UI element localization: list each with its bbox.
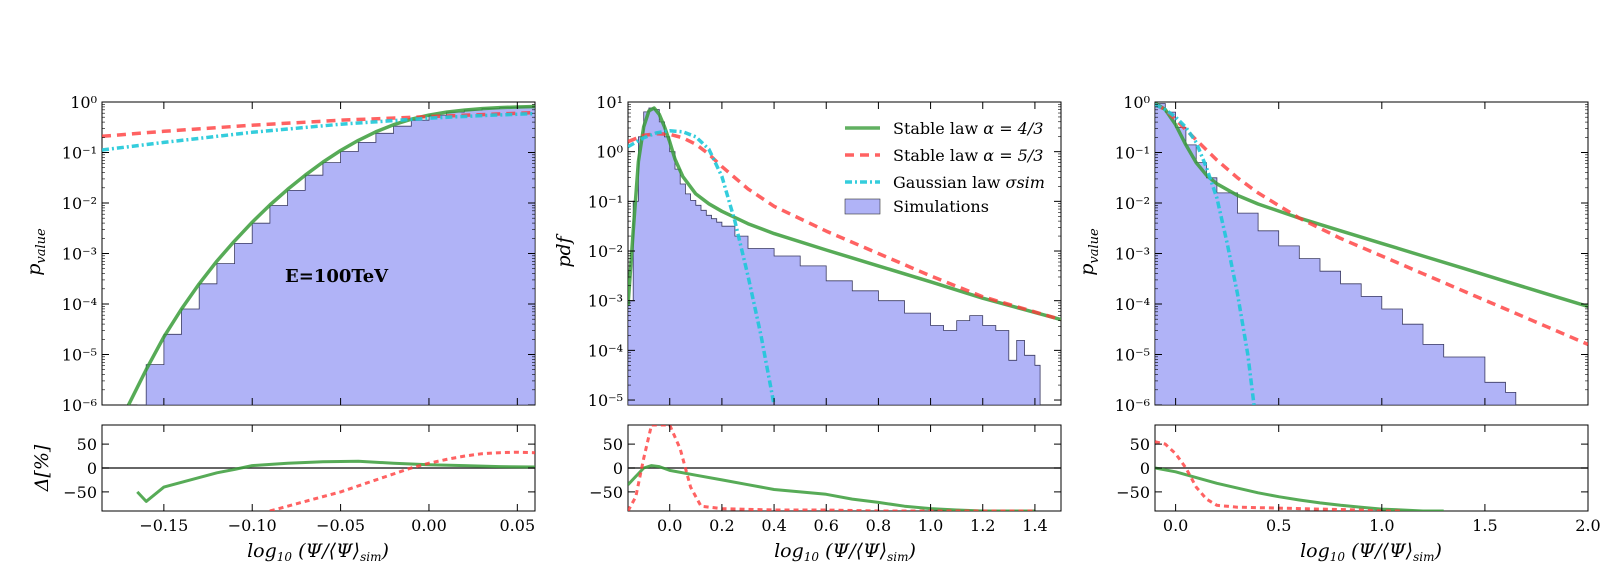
residual-y-tick-label: −50 bbox=[63, 483, 97, 502]
simulations-histogram bbox=[1155, 103, 1517, 405]
residual-y-tick-label: −50 bbox=[1116, 483, 1150, 502]
y-tick-label: 10¹ bbox=[596, 93, 623, 112]
legend-label-stable-5-3: Stable law α = 5/3 bbox=[893, 146, 1043, 165]
x-axis-label: log10 (Ψ/⟨Ψ⟩sim) bbox=[774, 540, 916, 564]
y-tick-label: 10⁻⁶ bbox=[1115, 396, 1150, 415]
simulations-histogram bbox=[137, 106, 535, 405]
y-axis-label: pdf bbox=[553, 233, 575, 267]
residual-stable-law-5-3 bbox=[1155, 440, 1403, 511]
x-tick-label: 0.05 bbox=[500, 516, 536, 535]
legend-swatch-simulations bbox=[844, 198, 881, 215]
residual-stable-law-5-3 bbox=[269, 450, 535, 511]
y-tick-label: 10⁻⁵ bbox=[1115, 346, 1150, 365]
y-tick-label: 10⁻⁶ bbox=[62, 396, 97, 415]
series-gaussian-law-sim bbox=[628, 129, 776, 405]
residual-plot-area bbox=[628, 425, 1061, 511]
x-tick-label: 0.0 bbox=[657, 516, 682, 535]
x-tick-label: 1.0 bbox=[918, 516, 943, 535]
x-tick-label: 1.2 bbox=[970, 516, 995, 535]
y-tick-label: 10⁻⁴ bbox=[588, 341, 623, 360]
y-tick-label: 10⁻³ bbox=[1115, 245, 1150, 264]
panel-annotation: E=100TeV bbox=[285, 266, 389, 287]
series-stable-law-4-3 bbox=[1155, 102, 1588, 309]
main-plot-area bbox=[1155, 102, 1588, 405]
x-tick-label: 1.5 bbox=[1472, 516, 1497, 535]
residual-y-tick-label: 50 bbox=[1130, 435, 1150, 454]
y-tick-label: 10⁻³ bbox=[588, 292, 623, 311]
series-gaussian-law-sim bbox=[1155, 102, 1256, 405]
series-stable-law-4-3 bbox=[126, 104, 535, 405]
y-tick-label: 10⁻¹ bbox=[62, 144, 97, 163]
x-tick-label: 0.8 bbox=[866, 516, 891, 535]
x-tick-label: 0.4 bbox=[761, 516, 786, 535]
x-tick-label: 1.4 bbox=[1022, 516, 1047, 535]
legend-label-stable-4-3: Stable law α = 4/3 bbox=[893, 119, 1043, 138]
residual-y-axis-label: Δ[%] bbox=[31, 444, 53, 492]
residual-plot-area bbox=[102, 450, 535, 511]
panel-middle: 10¹ 10⁰ 10⁻¹ 10⁻² 10⁻³ 10⁻⁴ 10⁻⁵ 0.0 0.2 0.4 0.6 0… bbox=[553, 93, 1062, 564]
x-tick-label: −0.05 bbox=[316, 516, 365, 535]
main-plot-area bbox=[102, 104, 535, 405]
residual-y-tick-label: 50 bbox=[77, 435, 97, 454]
legend-label-gaussian: Gaussian law σsim bbox=[893, 173, 1045, 192]
y-tick-label: 10⁰ bbox=[1123, 93, 1150, 112]
residual-stable-law-4-3 bbox=[628, 464, 1035, 511]
x-tick-label: 2.0 bbox=[1575, 516, 1600, 535]
series-stable-law-5-3 bbox=[628, 132, 1061, 322]
y-tick-label: 10⁻⁵ bbox=[588, 391, 623, 410]
x-tick-label: 1.0 bbox=[1369, 516, 1394, 535]
x-axis-label: log10 (Ψ/⟨Ψ⟩sim) bbox=[247, 540, 389, 564]
x-tick-label: 0.5 bbox=[1266, 516, 1291, 535]
x-tick-label: 0.6 bbox=[814, 516, 839, 535]
y-axis-label: pvalue bbox=[23, 228, 49, 276]
x-tick-label: 0.0 bbox=[1163, 516, 1188, 535]
series-gaussian-law-sim bbox=[102, 111, 535, 152]
y-tick-label: 10⁻³ bbox=[62, 245, 97, 264]
panel-left: 10⁰ 10⁻¹ 10⁻² 10⁻³ 10⁻⁴ 10⁻⁵ 10⁻⁶ −0.15 −0.10 −0… bbox=[23, 93, 536, 564]
residual-y-tick-label: 50 bbox=[603, 435, 623, 454]
y-tick-label: 10⁻² bbox=[62, 194, 97, 213]
residual-plot-area bbox=[1155, 440, 1588, 511]
series-stable-law-4-3 bbox=[628, 106, 1061, 322]
series-stable-law-5-3 bbox=[1155, 102, 1588, 347]
y-tick-label: 10⁻² bbox=[1115, 194, 1150, 213]
y-tick-label: 10⁰ bbox=[596, 143, 623, 162]
y-tick-label: 10⁰ bbox=[70, 93, 97, 112]
x-tick-label: −0.10 bbox=[228, 516, 277, 535]
main-plot-area bbox=[628, 106, 1061, 405]
x-axis-label: log10 (Ψ/⟨Ψ⟩sim) bbox=[1300, 540, 1442, 564]
y-axis-label: pvalue bbox=[1076, 228, 1102, 276]
legend-label-simulations: Simulations bbox=[893, 197, 989, 216]
y-tick-label: 10⁻² bbox=[588, 242, 623, 261]
residual-y-tick-label: 0 bbox=[87, 459, 97, 478]
residual-y-tick-label: 0 bbox=[1140, 459, 1150, 478]
y-tick-label: 10⁻⁵ bbox=[62, 346, 97, 365]
x-tick-label: −0.15 bbox=[139, 516, 188, 535]
residual-stable-law-5-3 bbox=[628, 425, 1035, 511]
y-tick-label: 10⁻⁴ bbox=[1115, 295, 1150, 314]
x-tick-label: 0.2 bbox=[709, 516, 734, 535]
y-tick-label: 10⁻⁴ bbox=[62, 295, 97, 314]
residual-stable-law-4-3 bbox=[136, 459, 535, 503]
legend: Stable law α = 4/3 Stable law α = 5/3 Ga… bbox=[844, 119, 1045, 216]
x-tick-label: 0.00 bbox=[411, 516, 447, 535]
residual-y-tick-label: −50 bbox=[589, 483, 623, 502]
residual-y-tick-label: 0 bbox=[613, 459, 623, 478]
y-tick-label: 10⁻¹ bbox=[1115, 144, 1150, 163]
panel-right: 10⁰ 10⁻¹ 10⁻² 10⁻³ 10⁻⁴ 10⁻⁵ 10⁻⁶ 0.0 0.5 1.0 1.5… bbox=[1076, 93, 1601, 564]
y-tick-label: 10⁻¹ bbox=[588, 192, 623, 211]
